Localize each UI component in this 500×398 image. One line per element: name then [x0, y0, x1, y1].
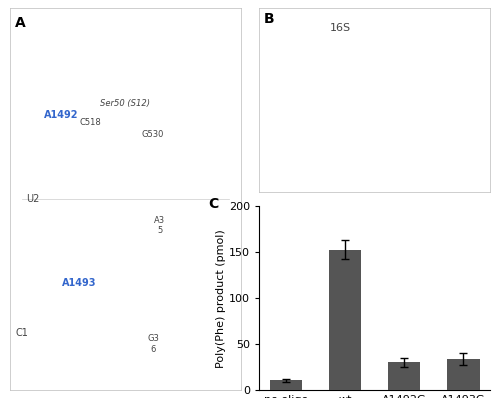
Text: G530: G530	[142, 129, 165, 139]
Text: C518: C518	[80, 118, 102, 127]
Text: C1: C1	[15, 328, 28, 338]
Bar	[447, 359, 480, 390]
Text: A: A	[14, 16, 26, 29]
Bar	[329, 250, 362, 390]
Text: G3
6: G3 6	[147, 334, 159, 354]
Bar	[388, 363, 420, 390]
Text: A1492: A1492	[44, 110, 78, 120]
Text: U2: U2	[26, 194, 40, 204]
Text: A3
5: A3 5	[154, 216, 166, 236]
Text: A1493: A1493	[62, 278, 96, 288]
Text: 16S: 16S	[330, 23, 350, 33]
Text: Ser50 (S12): Ser50 (S12)	[100, 99, 150, 108]
Bar	[270, 380, 302, 390]
Text: B: B	[264, 12, 274, 25]
Y-axis label: Poly(Phe) product (pmol): Poly(Phe) product (pmol)	[216, 229, 226, 368]
Text: C: C	[208, 197, 218, 211]
